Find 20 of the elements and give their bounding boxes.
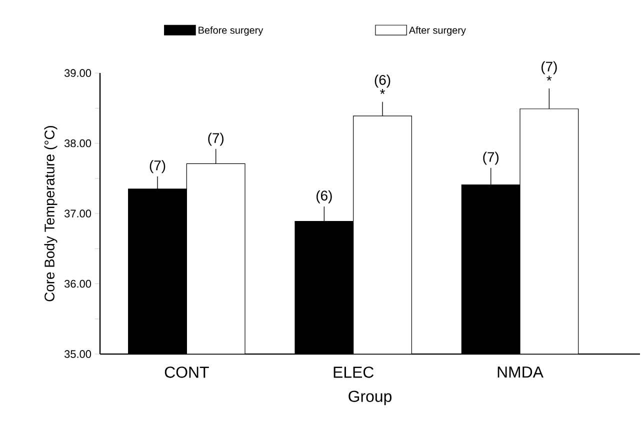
y-tick-label: 38.00 (64, 139, 92, 148)
annotation: * (546, 76, 552, 81)
annotation: * (380, 89, 386, 94)
legend-label: After surgery (408, 26, 466, 36)
x-tick-label: NMDA (498, 366, 544, 378)
annotation: (7) (483, 152, 498, 165)
x-tick-label: ELEC (334, 366, 374, 378)
y-tick-label: 36.00 (64, 280, 92, 288)
y-tick-label: 39.00 (64, 69, 92, 77)
y-axis-title: Core Body Temperature (°C) (44, 126, 58, 302)
y-tick-label: 37.00 (64, 210, 92, 218)
y-tick-label: 35.00 (64, 350, 92, 358)
annotation: (6) (316, 190, 332, 204)
x-axis-title: Group (348, 390, 392, 406)
x-tick-label: CONT (164, 366, 209, 378)
legend-label: Before surgery (198, 26, 264, 36)
annotation: (6) (374, 74, 390, 88)
annotation: (7) (542, 61, 557, 74)
annotation: (7) (150, 160, 166, 174)
annotation: (7) (208, 132, 224, 146)
